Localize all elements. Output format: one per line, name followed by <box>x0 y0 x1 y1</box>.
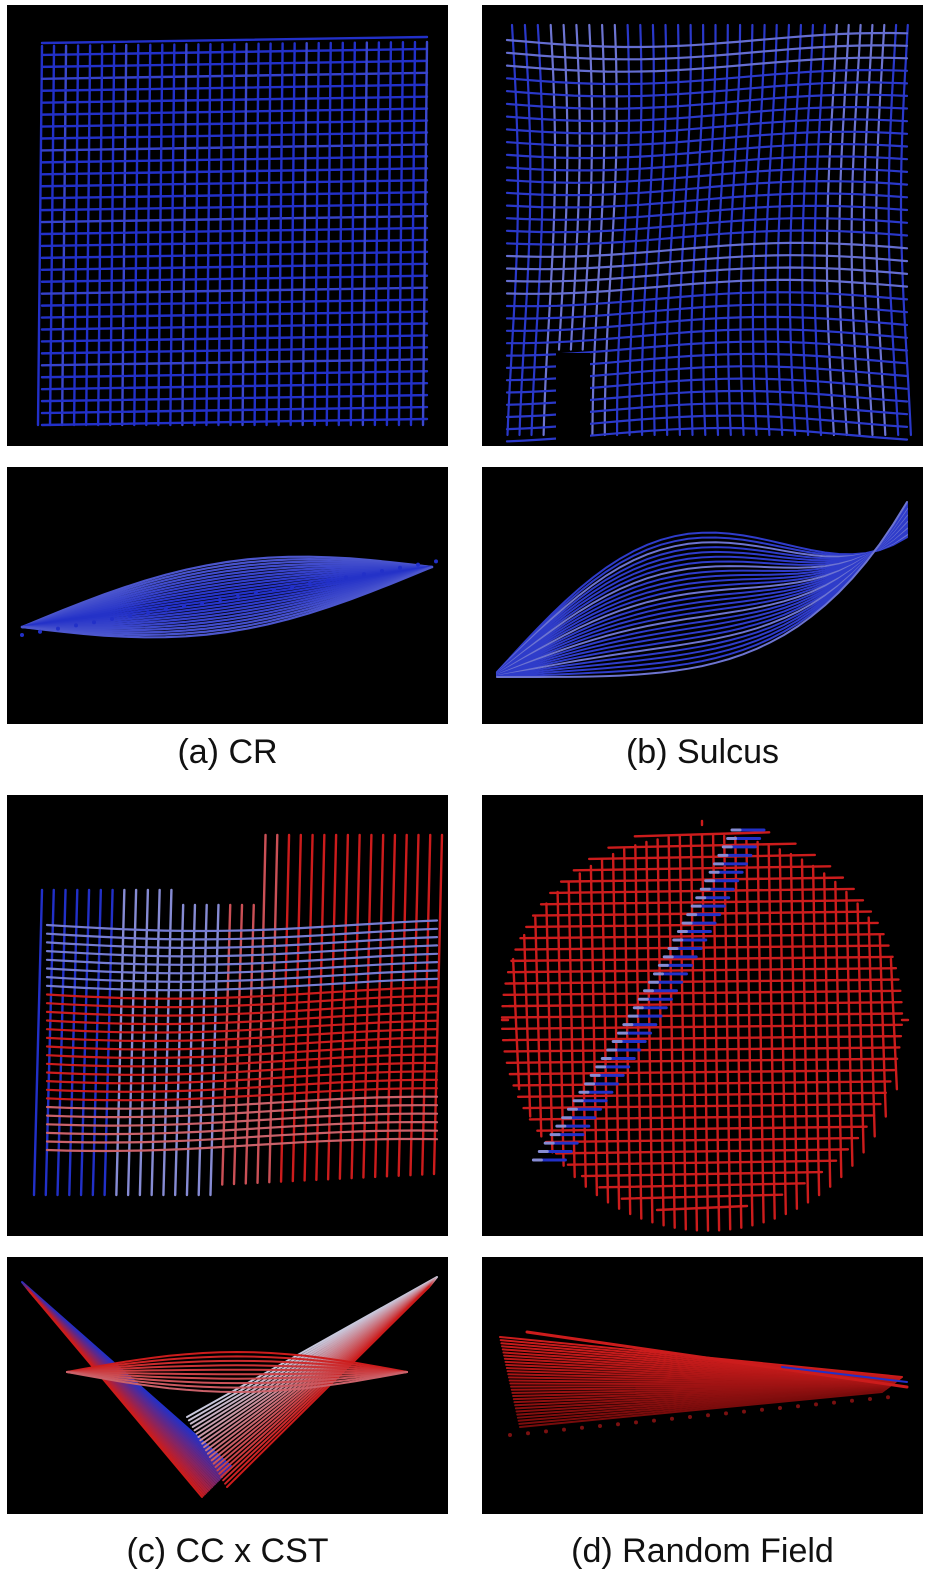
panel-d-side-view <box>482 1257 923 1514</box>
caption-c: (c) CC x CST <box>126 1532 329 1570</box>
panel-b-top-view <box>482 5 923 446</box>
grid-mesh-sulcus-top <box>505 23 912 446</box>
grid-mesh-cr-side <box>20 555 438 639</box>
grid-mesh-cc-cst-side <box>21 1276 438 1498</box>
panel-a-top-view <box>7 5 448 446</box>
panel-a-side-view <box>7 467 448 724</box>
grid-mesh-random-field-top <box>500 819 910 1232</box>
caption-b: (b) Sulcus <box>625 733 780 771</box>
grid-mesh-sulcus-side <box>496 501 908 678</box>
grid-mesh-cr-top <box>36 35 429 427</box>
caption-d: (d) Random Field <box>571 1532 834 1570</box>
grid-mesh-cc-cst-top <box>32 833 444 1197</box>
caption-a: (a) CR <box>177 733 278 771</box>
panel-c-top-view <box>7 795 448 1236</box>
panel-d-top-view <box>482 795 923 1236</box>
panel-b-side-view <box>482 467 923 724</box>
panel-c-side-view <box>7 1257 448 1514</box>
grid-mesh-random-field-side <box>499 1330 909 1437</box>
